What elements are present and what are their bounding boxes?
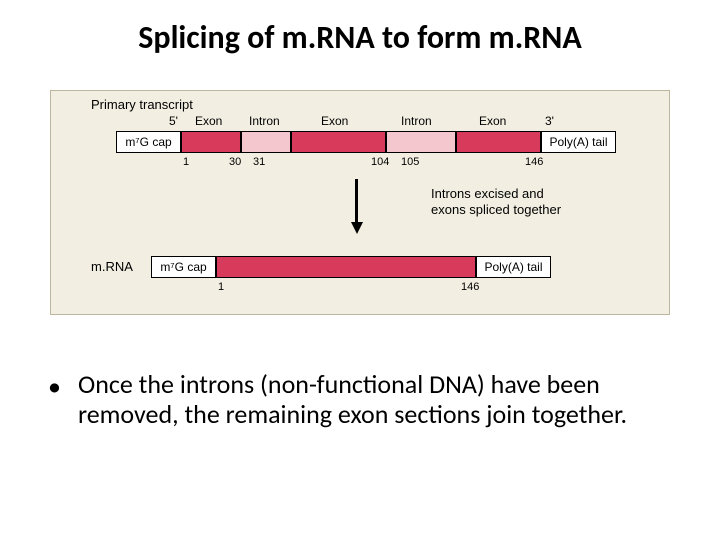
intron-segment: [241, 131, 291, 153]
position-number: 31: [253, 156, 265, 168]
top-label-exon-2: Exon: [321, 114, 348, 128]
cap-box: m⁷G cap: [151, 256, 216, 278]
splicing-diagram: Primary transcript 5' 3' Exon Intron Exo…: [50, 90, 670, 315]
position-number: 146: [461, 281, 479, 293]
process-label: Introns excised and exons spliced togeth…: [431, 186, 561, 219]
position-number: 1: [218, 281, 224, 293]
bullet-marker: •: [48, 372, 61, 402]
position-number: 104: [371, 156, 389, 168]
mrna-row: m⁷G cap Poly(A) tail: [51, 256, 671, 278]
primary-transcript-row: m⁷G cap Poly(A) tail: [51, 131, 671, 153]
top-label-exon-3: Exon: [479, 114, 506, 128]
process-line-2: exons spliced together: [431, 202, 561, 217]
cap-box: m⁷G cap: [116, 131, 181, 153]
poly-a-tail-box: Poly(A) tail: [476, 256, 551, 278]
position-number: 1: [183, 156, 189, 168]
top-label-intron-2: Intron: [401, 114, 432, 128]
three-prime-label: 3': [545, 114, 554, 128]
position-number: 105: [401, 156, 419, 168]
exon-segment: [291, 131, 386, 153]
bullet-point: • Once the introns (non-functional DNA) …: [50, 370, 670, 430]
bullet-text: Once the introns (non-functional DNA) ha…: [78, 370, 670, 430]
top-label-exon-1: Exon: [195, 114, 222, 128]
primary-transcript-label: Primary transcript: [91, 97, 193, 112]
exon-segment: [181, 131, 241, 153]
exon-segment: [456, 131, 541, 153]
exon-segment: [216, 256, 476, 278]
five-prime-label: 5': [169, 114, 178, 128]
process-line-1: Introns excised and: [431, 186, 544, 201]
top-label-intron-1: Intron: [249, 114, 280, 128]
intron-segment: [386, 131, 456, 153]
page-title: Splicing of m.RNA to form m.RNA: [0, 0, 720, 57]
position-number: 30: [229, 156, 241, 168]
position-number: 146: [525, 156, 543, 168]
poly-a-tail-box: Poly(A) tail: [541, 131, 616, 153]
